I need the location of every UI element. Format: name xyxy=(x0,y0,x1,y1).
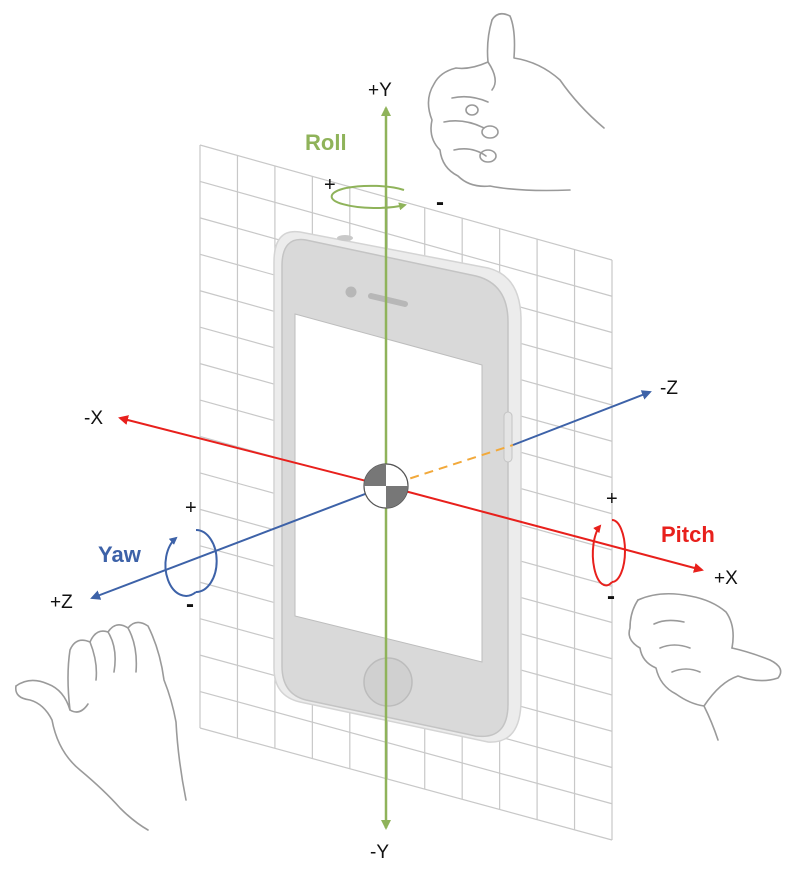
roll-label: Roll xyxy=(305,130,347,155)
thumbs-up-hand-icon xyxy=(427,12,605,192)
roll-rotation-arrow-icon xyxy=(330,184,407,211)
neg-x-label: -X xyxy=(84,408,103,429)
left-hand-icon xyxy=(14,621,187,831)
x-axis-negative xyxy=(118,415,387,487)
grid-line xyxy=(199,180,613,297)
grid-line xyxy=(199,690,613,805)
right-hand-icon xyxy=(628,592,782,741)
origin-marker-icon xyxy=(363,463,409,509)
roll-plus-sign: + xyxy=(324,174,336,196)
z-axis-negative xyxy=(512,390,652,446)
z-axis-positive xyxy=(90,485,387,600)
pitch-minus-sign: - xyxy=(607,583,615,610)
yaw-label: Yaw xyxy=(98,542,142,567)
z-axis-hidden-segment xyxy=(395,444,514,484)
pitch-label: Pitch xyxy=(661,522,715,547)
roll-minus-sign: - xyxy=(436,189,444,216)
x-axis-positive xyxy=(385,485,704,573)
neg-y-label: -Y xyxy=(370,842,389,863)
yaw-minus-sign: - xyxy=(186,591,194,618)
pitch-plus-sign: + xyxy=(606,488,618,510)
yaw-plus-sign: + xyxy=(185,497,197,519)
pos-z-label: +Z xyxy=(50,592,73,613)
yaw-rotation-arrow-icon xyxy=(164,529,218,597)
pos-y-label: +Y xyxy=(368,80,392,101)
pos-x-label: +X xyxy=(714,568,738,589)
neg-z-label: -Z xyxy=(660,378,678,399)
grid-line xyxy=(199,727,613,841)
pitch-rotation-arrow-icon xyxy=(591,519,626,587)
grid-line xyxy=(199,144,613,261)
